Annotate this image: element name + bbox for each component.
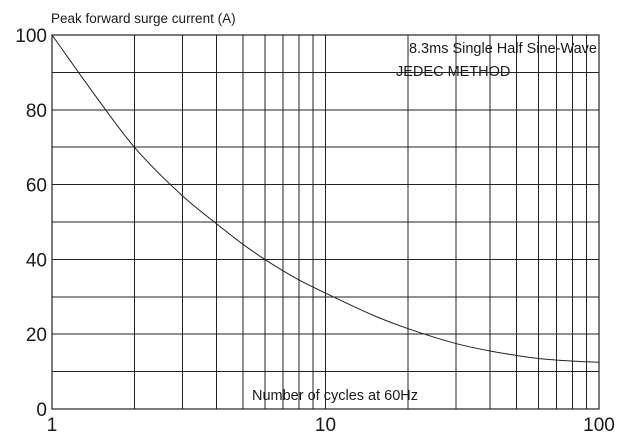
x-tick-label: 10 — [315, 415, 336, 436]
x-tick-label: 1 — [47, 415, 58, 436]
plot-frame — [51, 34, 600, 410]
y-tick-labels: 0 20 40 60 80 100 — [15, 26, 47, 421]
series-line — [51, 34, 600, 363]
grid-layer — [52, 35, 600, 409]
annotation-line-1: 8.3ms Single Half Sine-Wave — [409, 41, 597, 57]
x-axis-title: Number of cycles at 60Hz — [252, 388, 418, 404]
x-tick-labels: 1 10 100 — [47, 415, 615, 436]
y-tick-label: 100 — [15, 26, 47, 47]
y-tick-label: 20 — [26, 325, 47, 346]
y-tick-label: 60 — [26, 176, 47, 197]
y-tick-label: 0 — [36, 400, 47, 421]
y-tick-label: 80 — [26, 101, 47, 122]
y-axis-title: Peak forward surge current (A) — [51, 11, 236, 26]
y-tick-label: 40 — [26, 250, 47, 271]
x-tick-label: 100 — [583, 415, 615, 436]
annotation-line-2: JEDEC METHOD — [396, 64, 510, 80]
